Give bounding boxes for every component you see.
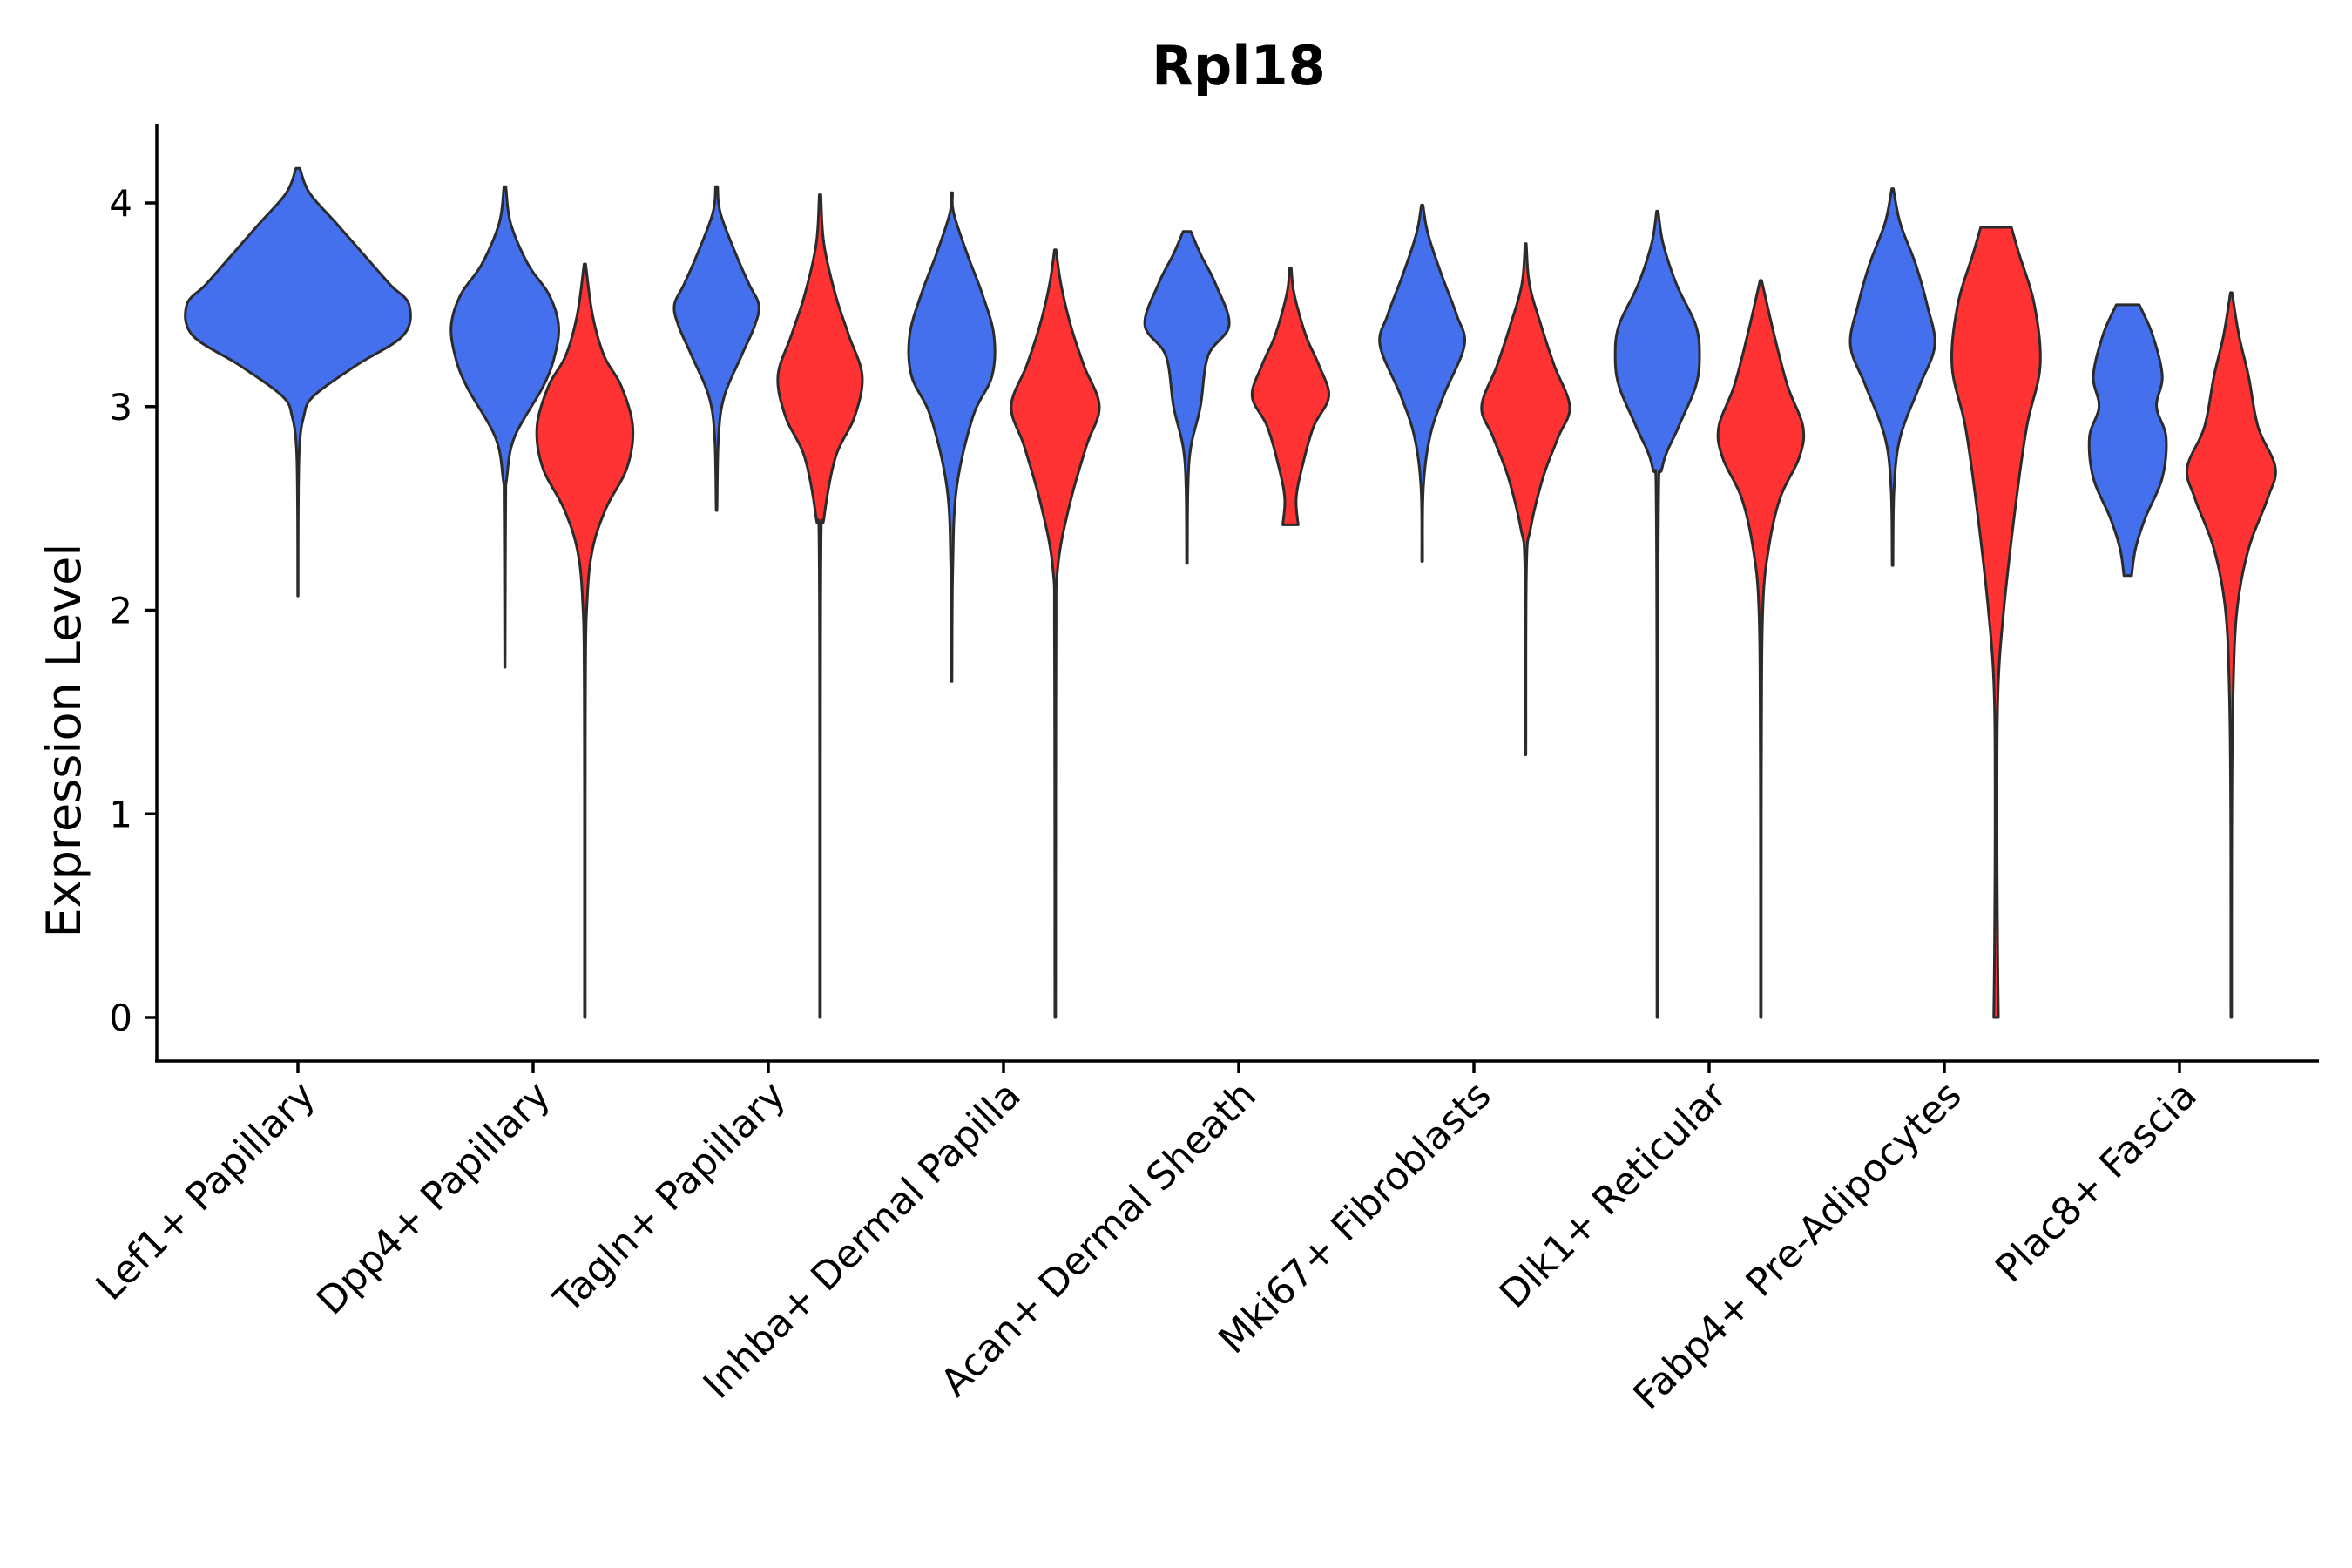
violin-0-a xyxy=(184,166,412,598)
violin-layer xyxy=(184,166,2277,1019)
violin-4-a xyxy=(1143,230,1231,565)
violin-1-a xyxy=(449,185,560,669)
violin-6-b xyxy=(1716,279,1806,1019)
x-tick-label: Lef1+ Papillary xyxy=(88,1073,324,1309)
y-tick-label: 1 xyxy=(109,793,132,835)
violin-8-b xyxy=(2185,291,2277,1019)
chart-title: Rpl18 xyxy=(1152,34,1326,98)
violin-2-a xyxy=(672,185,760,512)
violin-7-b xyxy=(1950,226,2042,1019)
y-tick-label: 4 xyxy=(109,182,132,225)
y-tick-label: 3 xyxy=(109,386,132,429)
violin-7-a xyxy=(1848,187,1936,567)
y-tick-label: 2 xyxy=(109,590,132,632)
violin-1-b xyxy=(535,262,635,1019)
y-ticks: 0 1 2 3 4 xyxy=(109,182,157,1039)
y-axis-label: Expression Level xyxy=(37,544,91,938)
violin-3-b xyxy=(1010,248,1101,1019)
violin-8-a xyxy=(2087,303,2168,578)
axes xyxy=(155,124,2319,1063)
violin-4-b xyxy=(1250,267,1330,526)
x-tick-label: Tagln+ Papillary xyxy=(545,1073,794,1322)
x-tick-label: Dlk1+ Reticular xyxy=(1491,1072,1736,1317)
violin-3-a xyxy=(907,191,997,683)
violin-5-a xyxy=(1378,203,1466,563)
y-tick-label: 0 xyxy=(109,997,132,1039)
violin-5-b xyxy=(1480,242,1571,756)
x-tick-label: Dpp4+ Papillary xyxy=(308,1073,559,1324)
violin-6-a xyxy=(1613,209,1701,1019)
x-tick-label: Mki67+ Fibroblasts xyxy=(1210,1073,1499,1362)
violin-2-b xyxy=(776,193,864,1019)
x-tick-label: Plac8+ Fascia xyxy=(1987,1073,2206,1292)
